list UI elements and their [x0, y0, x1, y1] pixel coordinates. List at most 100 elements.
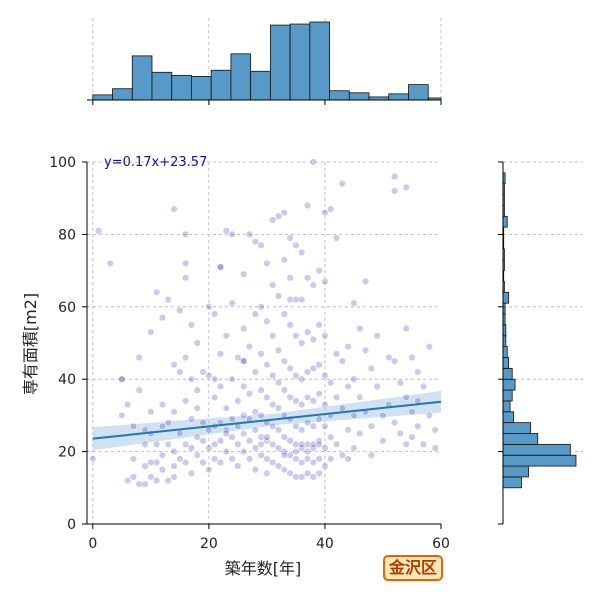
right-histogram-bar [502, 411, 515, 424]
data-point [362, 277, 370, 286]
data-point [408, 408, 416, 416]
data-point [344, 343, 352, 351]
data-point [431, 426, 439, 434]
data-point [234, 353, 242, 362]
data-point [182, 274, 190, 282]
data-point [199, 419, 207, 427]
data-point [292, 455, 300, 463]
data-point [234, 462, 242, 470]
data-point [182, 353, 190, 362]
data-point [274, 346, 283, 354]
data-point [205, 372, 213, 380]
data-point [274, 212, 283, 220]
data-point [147, 408, 155, 416]
top-histogram-bar [329, 90, 350, 101]
data-point [379, 411, 387, 419]
data-point [379, 437, 387, 445]
data-point [332, 234, 341, 242]
top-histogram-bar [309, 21, 330, 101]
right-histogram-bar [502, 389, 513, 402]
data-point [321, 400, 329, 409]
data-point [245, 455, 254, 463]
data-point [431, 444, 439, 452]
data-point [176, 368, 184, 376]
data-point [141, 480, 149, 488]
data-point [292, 372, 300, 380]
data-point [309, 440, 317, 448]
data-point [153, 477, 161, 485]
data-point [251, 238, 259, 246]
top-histogram-bar [289, 23, 311, 101]
data-point [280, 466, 288, 474]
data-point [245, 343, 254, 351]
data-point [292, 241, 300, 249]
top-histogram-bar [269, 24, 291, 101]
data-point [228, 415, 236, 423]
data-point [315, 469, 323, 477]
data-point [286, 437, 294, 445]
data-point [280, 209, 288, 217]
data-point [240, 382, 248, 390]
data-point [396, 429, 404, 438]
data-point [350, 299, 358, 307]
main-grid [87, 161, 441, 524]
data-point [303, 274, 312, 282]
data-point [205, 303, 213, 311]
axes [82, 99, 504, 529]
x-tick-label: 40 [316, 536, 334, 552]
data-point [315, 437, 323, 445]
data-point [158, 466, 166, 474]
data-point [309, 397, 317, 405]
data-point [216, 263, 225, 271]
data-point [245, 230, 254, 238]
data-point [170, 473, 178, 481]
data-point [286, 451, 294, 459]
data-point [402, 183, 410, 191]
data-point [425, 343, 433, 351]
data-point [280, 256, 288, 264]
data-point [257, 350, 265, 358]
data-point [147, 473, 155, 481]
right-histogram [502, 172, 577, 489]
data-point [170, 408, 178, 416]
data-point [280, 433, 288, 441]
data-point [396, 379, 404, 387]
right-histogram-bar [502, 476, 522, 489]
data-point [298, 440, 306, 448]
data-point [216, 458, 225, 467]
data-point [135, 353, 143, 362]
data-point [298, 248, 306, 257]
data-point [292, 422, 300, 430]
y-axis-label: 専有面積[m2] [21, 293, 40, 395]
right-histogram-bar [502, 454, 577, 467]
right-histogram-bar [502, 367, 513, 380]
data-point [274, 379, 283, 387]
data-point [129, 422, 137, 430]
right-histogram-bar [502, 291, 510, 304]
top-histogram-bar [171, 74, 192, 101]
right-histogram-bar [502, 433, 539, 445]
district-badge: 金沢区 [383, 555, 443, 581]
data-point [303, 455, 312, 463]
data-point [211, 440, 219, 448]
data-point [141, 440, 149, 448]
data-point [245, 437, 254, 445]
data-point [298, 473, 306, 481]
data-point [245, 390, 254, 398]
data-point [199, 458, 207, 467]
data-point [106, 259, 114, 267]
data-point [344, 382, 352, 390]
y-tick-label: 80 [58, 227, 76, 243]
data-point [350, 375, 358, 383]
data-point [269, 422, 277, 430]
right-histogram-grid [503, 161, 583, 453]
data-point [298, 400, 306, 409]
data-point [89, 455, 97, 463]
data-point [286, 364, 294, 372]
x-tick-label: 20 [200, 536, 218, 552]
x-tick-label: 0 [88, 536, 97, 552]
data-point [211, 310, 219, 318]
data-point [385, 353, 393, 362]
data-point [124, 477, 132, 485]
